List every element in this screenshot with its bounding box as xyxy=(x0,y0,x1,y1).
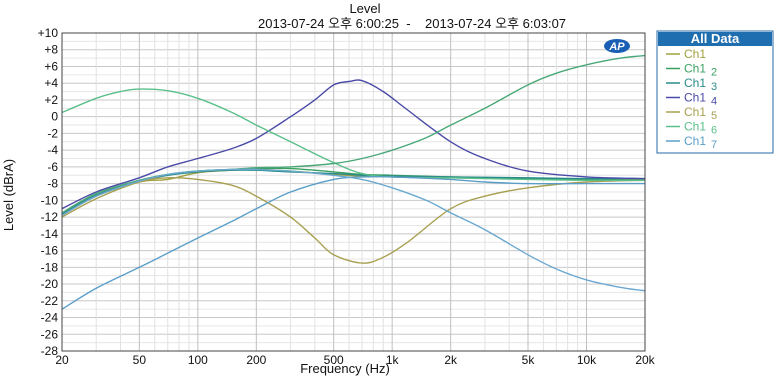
ap-logo-icon xyxy=(604,39,630,53)
y-tick-label: -16 xyxy=(41,244,59,258)
x-tick-label: 20 xyxy=(55,353,69,367)
x-tick-labels: 20 50 100 200 500 1k 2k 5k 10k 20k xyxy=(55,353,655,367)
y-tick-labels: +10 +8 +6 +4 +2 0 -2 -4 -6 -8 -10 -12 -14 -16 -18 -20 -2… xyxy=(38,26,59,358)
y-tick-label: +10 xyxy=(38,26,59,40)
y-tick-label: -12 xyxy=(41,210,59,224)
data-series xyxy=(61,54,646,310)
series-line-9 xyxy=(61,168,646,292)
ap-logo: AP xyxy=(604,39,630,53)
y-tick-label: +4 xyxy=(44,76,58,90)
series-line-7 xyxy=(61,175,645,310)
x-tick-label: 500 xyxy=(324,353,344,367)
y-tick-label: 0 xyxy=(51,110,58,124)
x-axis-label: Frequency (Hz) xyxy=(300,361,390,376)
x-tick-label: 200 xyxy=(246,353,266,367)
ap-logo-text: AP xyxy=(608,41,625,53)
chart-subtitle: 2013-07-24 오후 6:00:25 - 2013-07-24 오후 6:… xyxy=(258,16,566,31)
plot-frame xyxy=(61,32,646,352)
legend-header[interactable] xyxy=(658,32,772,46)
y-tick-label: -14 xyxy=(41,227,59,241)
legend-box xyxy=(656,30,774,154)
legend-title: All Data xyxy=(691,31,740,46)
y-tick-label: -8 xyxy=(47,177,58,191)
y-tick-label: -22 xyxy=(41,294,59,308)
x-tick-label: 5k xyxy=(522,353,536,367)
x-tick-label: 100 xyxy=(188,353,208,367)
chart-title: Level xyxy=(349,1,380,16)
y-tick-label: +8 xyxy=(44,43,58,57)
series-line-5 xyxy=(61,177,646,264)
y-tick-label: -24 xyxy=(41,311,59,325)
series-line-4 xyxy=(61,79,646,210)
y-tick-label: -10 xyxy=(41,193,59,207)
y-tick-label: -26 xyxy=(41,327,59,341)
x-tick-label: 1k xyxy=(386,353,400,367)
series-line-6 xyxy=(61,88,646,182)
y-axis-label: Level (dBrA) xyxy=(1,159,16,231)
y-tick-label: -2 xyxy=(47,126,58,140)
y-tick-label: -18 xyxy=(41,260,59,274)
x-tick-label: 20k xyxy=(635,353,655,367)
y-tick-label: +6 xyxy=(44,59,58,73)
y-tick-label: -4 xyxy=(47,143,58,157)
y-tick-label: +2 xyxy=(44,93,58,107)
x-tick-label: 2k xyxy=(444,353,458,367)
x-tick-label: 50 xyxy=(133,353,147,367)
y-tick-label: -6 xyxy=(47,160,58,174)
legend-entry[interactable]: Ch1 xyxy=(684,47,706,61)
y-tick-label: -28 xyxy=(41,344,59,358)
y-tick-label: -20 xyxy=(41,277,59,291)
x-tick-label: 10k xyxy=(577,353,597,367)
